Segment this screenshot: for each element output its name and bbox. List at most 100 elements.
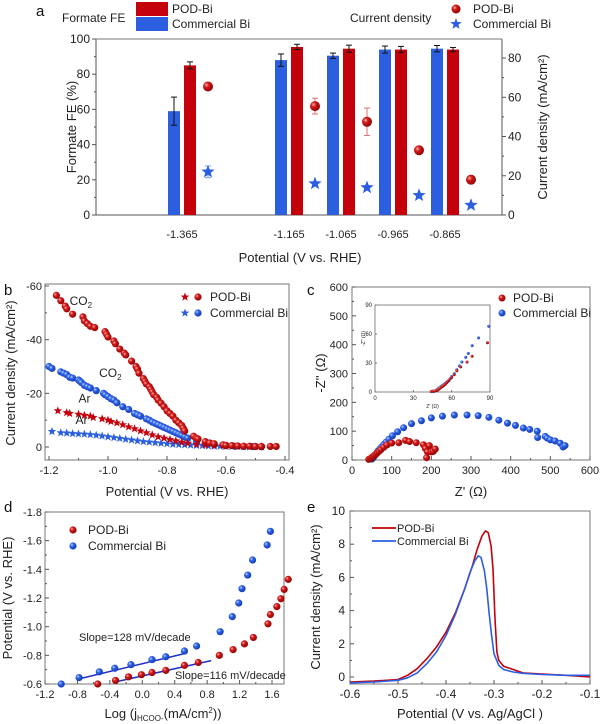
x-tick-label: -0.2 bbox=[532, 687, 553, 701]
data-point bbox=[74, 429, 83, 438]
inset-data-point bbox=[485, 341, 489, 345]
inset-data-point bbox=[465, 360, 469, 364]
data-point bbox=[177, 437, 187, 446]
data-point bbox=[119, 403, 127, 411]
data-point bbox=[86, 411, 95, 420]
bar-pod-bi bbox=[184, 65, 196, 216]
data-point bbox=[266, 527, 274, 535]
inset-x-axis-title: Z' (Ω) bbox=[426, 404, 439, 410]
data-point bbox=[427, 414, 435, 422]
y-tick-label-left: 60 bbox=[77, 102, 91, 116]
data-point bbox=[127, 661, 135, 669]
data-point bbox=[388, 432, 396, 440]
data-point bbox=[65, 408, 74, 418]
legend-label-pod-bi: POD-Bi bbox=[397, 523, 434, 535]
data-point bbox=[147, 430, 157, 439]
current-density-point-pod-bi bbox=[362, 116, 372, 127]
data-point bbox=[153, 432, 163, 441]
data-point bbox=[106, 417, 116, 426]
data-point bbox=[273, 603, 281, 611]
annotation-subscript: 2 bbox=[117, 373, 122, 382]
y-tick-label: 0 bbox=[36, 442, 42, 454]
panel-label-b: b bbox=[4, 282, 12, 299]
y-tick-label-left: 100 bbox=[70, 32, 90, 46]
current-density-point-commercial-bi bbox=[308, 176, 322, 190]
current-density-point-commercial-bi bbox=[412, 188, 426, 202]
y-axis-title-left: Formate FE (%) bbox=[64, 81, 79, 173]
data-point bbox=[124, 422, 133, 431]
x-tick-label: 500 bbox=[541, 465, 559, 477]
current-density-point-commercial-bi bbox=[360, 180, 374, 194]
data-point bbox=[193, 642, 201, 650]
inset-data-point bbox=[452, 373, 456, 377]
panel-label-d: d bbox=[4, 499, 12, 516]
x-tick-label: -0.8 bbox=[158, 465, 177, 477]
data-point bbox=[168, 439, 178, 448]
bar-commercial-bi bbox=[431, 48, 443, 216]
legend-marker-commercial-bi-star bbox=[180, 308, 190, 317]
data-point bbox=[52, 291, 60, 299]
data-point bbox=[248, 556, 257, 564]
y-tick-label: -0.6 bbox=[23, 679, 42, 691]
data-point bbox=[257, 442, 265, 451]
y-tick-label: -1.8 bbox=[23, 507, 42, 519]
x-axis-title-sub: HCOO- bbox=[137, 714, 164, 723]
data-point bbox=[62, 428, 71, 437]
data-point bbox=[104, 333, 112, 341]
data-point bbox=[174, 440, 184, 449]
bar-commercial-bi bbox=[168, 111, 180, 215]
x-tick-label: -1.365 bbox=[166, 229, 197, 241]
panel-e: e -0.6 -0.5 -0.4 -0.3 -0.2 -0.10246810POD-BiC… bbox=[307, 499, 600, 721]
y-tick-label: -1.0 bbox=[23, 622, 42, 634]
data-point bbox=[394, 428, 402, 436]
data-point bbox=[235, 599, 243, 607]
data-point bbox=[111, 664, 119, 672]
data-point bbox=[194, 658, 202, 667]
legend-label-pod-bi: POD-Bi bbox=[88, 523, 129, 537]
y-tick-label: -1.6 bbox=[23, 536, 42, 548]
x-tick-label: -0.6 bbox=[217, 465, 236, 477]
legend-label-commercial-bi: Commercial Bi bbox=[88, 539, 166, 553]
data-point bbox=[228, 613, 236, 621]
legend-point-title: Current density bbox=[350, 11, 431, 25]
legend-bar-title: Formate FE bbox=[62, 11, 125, 25]
x-tick-label: 1.6 bbox=[264, 689, 279, 701]
x-tick-label: -0.1 bbox=[580, 687, 600, 701]
x-tick-label: 600 bbox=[581, 465, 599, 477]
current-density-point-commercial-bi bbox=[201, 164, 215, 178]
data-point bbox=[103, 432, 113, 441]
x-tick-label: -0.865 bbox=[429, 229, 460, 241]
y-tick-label: -0.8 bbox=[23, 650, 42, 662]
y-tick-label: 10 bbox=[332, 504, 346, 518]
x-tick-label: 0 bbox=[349, 465, 355, 477]
data-point bbox=[408, 420, 415, 428]
annotation-label: Ar bbox=[79, 392, 91, 406]
data-point bbox=[159, 433, 169, 442]
inset-y-tick-label: 60 bbox=[365, 332, 372, 338]
data-point bbox=[171, 436, 181, 445]
x-tick-label: -0.4 bbox=[436, 687, 457, 701]
legend-label-pod-bi: POD-Bi bbox=[513, 291, 554, 305]
data-point bbox=[395, 439, 403, 447]
legend-swatch-commercial-bi-bar bbox=[136, 17, 168, 31]
y-axis-title: Current density (mA/cm²) bbox=[3, 300, 18, 445]
data-point bbox=[91, 323, 99, 332]
y-tick-label: 2 bbox=[338, 637, 345, 651]
legend-label-commercial-bi: Commercial Bi bbox=[513, 306, 591, 320]
data-point bbox=[148, 656, 156, 664]
slope-annotation-commercial-bi: Slope=128 mV/decade bbox=[79, 632, 191, 644]
data-point bbox=[74, 409, 83, 418]
y-tick-label-left: 40 bbox=[77, 138, 91, 152]
y-tick-label-left: 80 bbox=[77, 67, 91, 81]
data-point bbox=[125, 405, 133, 414]
bar-commercial-bi bbox=[327, 55, 339, 215]
inset-x-tick-label: 90 bbox=[487, 396, 494, 402]
data-point bbox=[128, 357, 136, 365]
data-point bbox=[450, 411, 458, 419]
data-point bbox=[244, 571, 252, 579]
y-axis-title-right: Current density (mA/cm²) bbox=[535, 54, 550, 199]
data-point bbox=[75, 673, 83, 682]
bar-commercial-bi bbox=[275, 60, 287, 216]
data-point bbox=[400, 424, 408, 432]
y-tick-label: 0 bbox=[338, 670, 345, 684]
